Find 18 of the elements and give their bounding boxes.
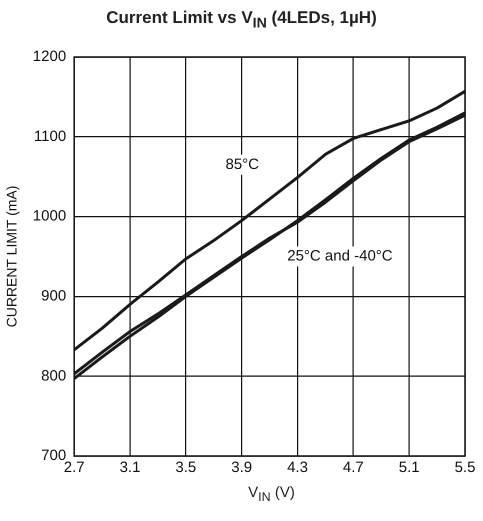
y-tick-label: 1000 xyxy=(32,208,66,225)
x-tick-label: 4.3 xyxy=(287,459,308,476)
x-tick-label: 3.5 xyxy=(175,459,196,476)
y-axis-title: CURRENT LIMIT (mA) xyxy=(3,186,20,328)
x-tick-label: 2.7 xyxy=(64,459,85,476)
x-axis-title: V$_{IN}$ (V) xyxy=(247,484,296,504)
x-tick-label: 5.1 xyxy=(398,459,420,476)
annotation: 25°C and -40°C xyxy=(287,248,393,265)
y-tick-label: 900 xyxy=(41,288,66,305)
annotation: 85°C xyxy=(225,156,260,173)
x-tick-label: 3.1 xyxy=(120,459,140,476)
chart-title: Current Limit vs V$_{IN}$ (4LEDs, 1µH) xyxy=(105,8,378,32)
x-tick-label: 5.5 xyxy=(454,459,476,476)
y-tick-label: 800 xyxy=(41,367,66,384)
x-tick-label: 3.9 xyxy=(231,459,252,476)
y-tick-label: 1200 xyxy=(32,48,66,66)
x-tick-label: 4.7 xyxy=(342,459,364,476)
y-tick-label: 1100 xyxy=(34,128,66,145)
